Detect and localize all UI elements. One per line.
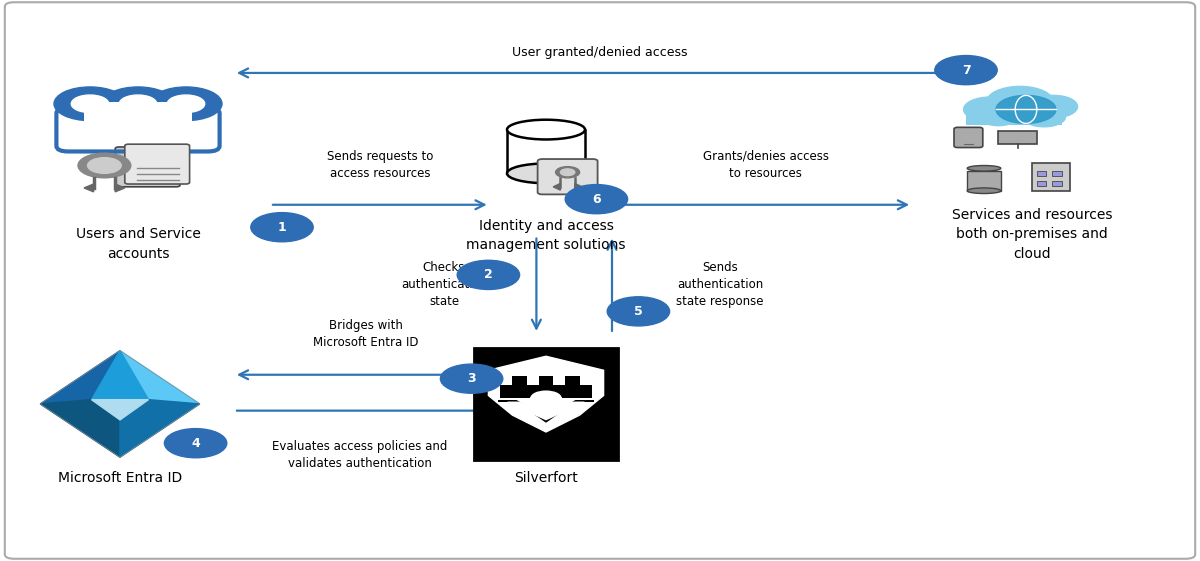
Circle shape	[556, 167, 580, 178]
Ellipse shape	[508, 163, 586, 183]
FancyBboxPatch shape	[1037, 181, 1046, 186]
Circle shape	[964, 97, 1016, 122]
Polygon shape	[508, 402, 584, 420]
Text: 2: 2	[484, 268, 493, 282]
Text: Checks
authentication
state: Checks authentication state	[401, 261, 487, 308]
Circle shape	[996, 95, 1056, 123]
FancyBboxPatch shape	[125, 144, 190, 184]
Text: User granted/denied access: User granted/denied access	[512, 46, 688, 59]
FancyBboxPatch shape	[539, 376, 553, 386]
Polygon shape	[41, 351, 120, 404]
Circle shape	[935, 56, 997, 85]
Circle shape	[102, 87, 174, 121]
Polygon shape	[488, 356, 604, 432]
Polygon shape	[967, 171, 1001, 191]
Polygon shape	[120, 399, 199, 457]
Polygon shape	[575, 183, 582, 190]
Circle shape	[1022, 107, 1066, 127]
Polygon shape	[115, 184, 125, 192]
FancyBboxPatch shape	[115, 147, 180, 187]
Circle shape	[607, 297, 670, 326]
Polygon shape	[41, 399, 120, 457]
FancyBboxPatch shape	[512, 376, 527, 386]
Ellipse shape	[967, 165, 1001, 171]
Circle shape	[164, 429, 227, 458]
Text: Microsoft Entra ID: Microsoft Entra ID	[58, 471, 182, 485]
Polygon shape	[84, 184, 94, 192]
Text: Services and resources
both on-premises and
cloud: Services and resources both on-premises …	[952, 208, 1112, 260]
Polygon shape	[91, 351, 149, 420]
Polygon shape	[498, 401, 594, 422]
FancyBboxPatch shape	[1032, 163, 1070, 191]
Polygon shape	[120, 351, 199, 404]
FancyBboxPatch shape	[500, 385, 592, 398]
FancyBboxPatch shape	[1052, 171, 1062, 176]
Text: 4: 4	[191, 436, 200, 450]
Circle shape	[54, 87, 126, 121]
Circle shape	[119, 95, 157, 113]
Circle shape	[560, 169, 575, 176]
Circle shape	[167, 95, 205, 113]
Text: 1: 1	[277, 220, 287, 234]
Text: Silverfort: Silverfort	[514, 471, 578, 485]
Polygon shape	[508, 130, 586, 173]
Ellipse shape	[530, 390, 562, 405]
Polygon shape	[553, 183, 560, 190]
Text: 7: 7	[961, 63, 971, 77]
Text: 5: 5	[634, 305, 643, 318]
Text: Identity and access
management solutions: Identity and access management solutions	[467, 219, 625, 252]
FancyBboxPatch shape	[530, 397, 562, 408]
FancyBboxPatch shape	[5, 2, 1195, 559]
Text: 3: 3	[467, 372, 476, 385]
Polygon shape	[91, 399, 149, 420]
FancyBboxPatch shape	[84, 102, 192, 125]
Circle shape	[1030, 95, 1078, 118]
Circle shape	[71, 95, 109, 113]
Text: Bridges with
Microsoft Entra ID: Bridges with Microsoft Entra ID	[313, 319, 419, 349]
FancyBboxPatch shape	[538, 159, 598, 195]
FancyBboxPatch shape	[474, 348, 618, 460]
FancyBboxPatch shape	[998, 131, 1037, 144]
Circle shape	[88, 158, 121, 173]
Circle shape	[457, 260, 520, 289]
Circle shape	[251, 213, 313, 242]
Circle shape	[986, 86, 1054, 118]
Ellipse shape	[508, 119, 586, 140]
FancyBboxPatch shape	[1052, 181, 1062, 186]
Text: Users and Service
accounts: Users and Service accounts	[76, 227, 200, 261]
Circle shape	[150, 87, 222, 121]
Text: Sends
authentication
state response: Sends authentication state response	[677, 261, 763, 308]
Circle shape	[440, 364, 503, 393]
Circle shape	[979, 108, 1018, 126]
Text: Grants/denies access
to resources: Grants/denies access to resources	[703, 150, 829, 180]
FancyBboxPatch shape	[565, 376, 580, 386]
FancyBboxPatch shape	[966, 110, 1062, 125]
FancyBboxPatch shape	[1037, 171, 1046, 176]
FancyBboxPatch shape	[954, 127, 983, 148]
Circle shape	[78, 153, 131, 178]
Circle shape	[565, 185, 628, 214]
Text: Sends requests to
access resources: Sends requests to access resources	[328, 150, 433, 180]
Text: 6: 6	[592, 192, 601, 206]
Text: Evaluates access policies and
validates authentication: Evaluates access policies and validates …	[272, 440, 448, 470]
Ellipse shape	[967, 188, 1001, 194]
